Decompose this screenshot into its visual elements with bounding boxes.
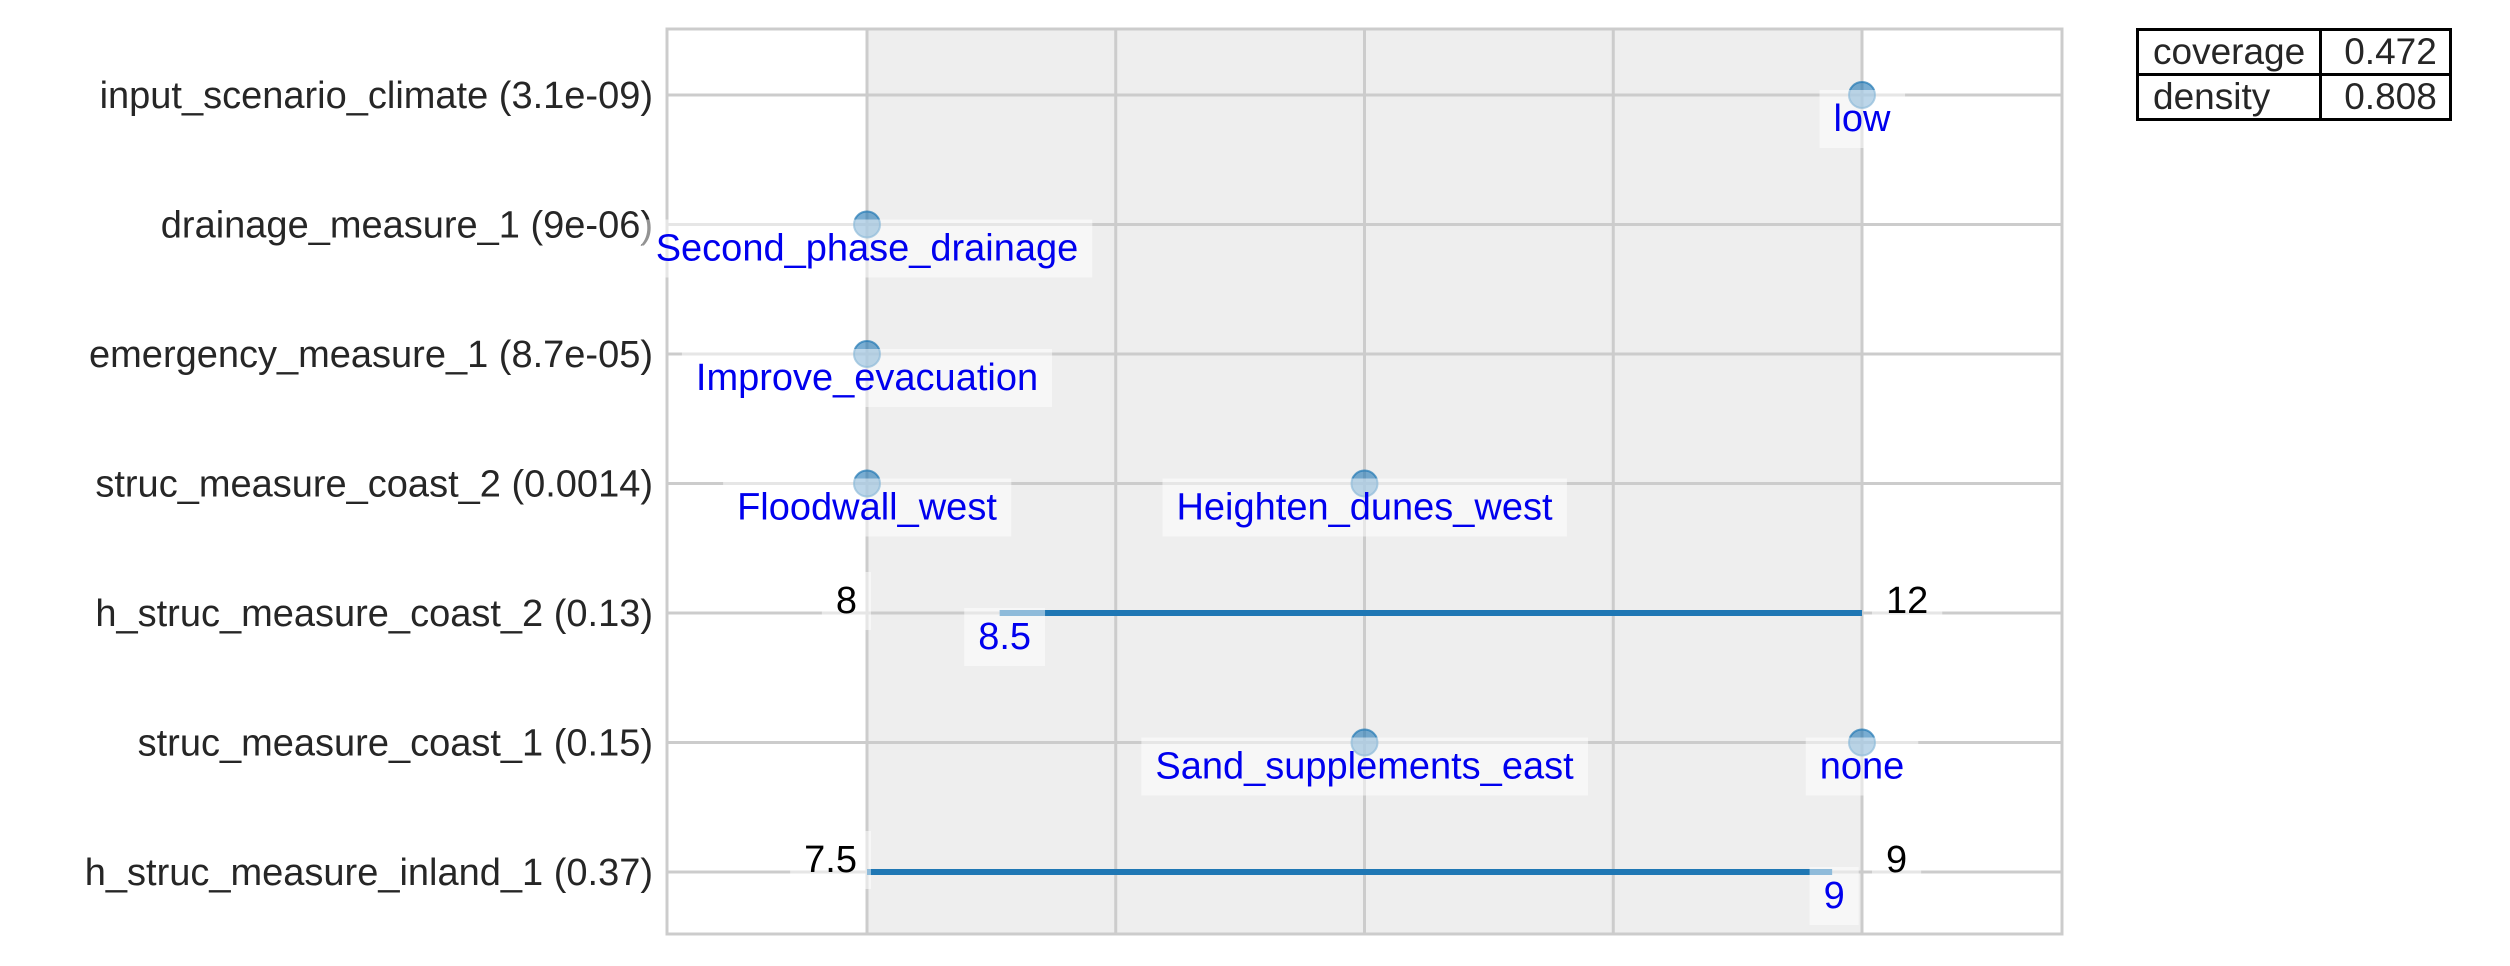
point-label-background <box>681 349 1053 407</box>
row-h-struc-measure-inland-1-0-37: h_struc_measure_inland_1 (0.37) 7.5 99 <box>85 831 1922 925</box>
range-min-label-background <box>790 831 871 889</box>
range-max-label-background <box>1872 831 1922 889</box>
range-min-label: 7.5 <box>804 839 857 881</box>
chart-rows: input_scenario_climate (3.1e-09) low drain… <box>85 75 1943 925</box>
point-label: Second_phase_drainage <box>656 228 1079 270</box>
range-max-label: 12 <box>1886 580 1928 622</box>
point-label: Floodwall_west <box>737 487 997 529</box>
stats-table: coverage 0.472 density 0.808 <box>2135 28 2452 121</box>
point-label-background <box>641 219 1093 278</box>
stats-value-coverage: 0.472 <box>2319 28 2452 76</box>
stats-label-coverage: coverage <box>2135 28 2323 76</box>
point-label-background <box>1805 737 1919 796</box>
stats-row-coverage: coverage 0.472 <box>2135 28 2452 76</box>
plot-frame <box>665 27 2064 936</box>
y-axis-label: drainage_measure_1 (9e-06) <box>161 205 653 247</box>
point-label-background <box>723 478 1012 537</box>
range-min-label: 8 <box>836 580 857 622</box>
stats-row-density: density 0.808 <box>2135 73 2452 121</box>
row-struc-measure-coast-1-0-15: struc_measure_coast_1 (0.15) Sand_supplem… <box>138 723 1919 796</box>
y-axis-label: struc_measure_coast_1 (0.15) <box>138 723 653 765</box>
point-label-background <box>1162 478 1567 537</box>
y-axis-label: h_struc_measure_inland_1 (0.37) <box>85 852 653 894</box>
point-label-background <box>1819 90 1906 148</box>
y-axis-label: struc_measure_coast_2 (0.0014) <box>95 464 653 506</box>
y-axis-label: input_scenario_climate (3.1e-09) <box>100 75 653 117</box>
row-input-scenario-climate-3-1e-09: input_scenario_climate (3.1e-09) low <box>100 75 1906 148</box>
stats-label-density: density <box>2135 73 2323 121</box>
point-label: none <box>1820 746 1905 788</box>
box-high-label-background <box>1809 867 1859 925</box>
box-high-label: 9 <box>1824 875 1845 917</box>
point-label: Heighten_dunes_west <box>1176 487 1552 529</box>
range-max-label-background <box>1872 572 1943 630</box>
row-struc-measure-coast-2-0-0014: struc_measure_coast_2 (0.0014) Floodwall_… <box>95 464 1567 537</box>
box-low-label: 8.5 <box>978 616 1031 658</box>
stats-value-density: 0.808 <box>2319 73 2452 121</box>
point-label: Improve_evacuation <box>696 357 1038 399</box>
range-min-label-background <box>821 572 871 630</box>
row-h-struc-measure-coast-2-0-13: h_struc_measure_coast_2 (0.13) 8 12 8.5 <box>95 572 1943 666</box>
y-axis-label: emergency_measure_1 (8.7e-05) <box>89 334 653 376</box>
y-axis-label: h_struc_measure_coast_2 (0.13) <box>95 593 653 635</box>
point-label: low <box>1833 98 1891 140</box>
range-max-label: 9 <box>1886 839 1907 881</box>
row-emergency-measure-1-8-7e-05: emergency_measure_1 (8.7e-05) Improve_eva… <box>89 334 1053 407</box>
point-label: Sand_supplements_east <box>1155 746 1574 788</box>
point-label-background <box>1141 737 1589 796</box>
box-low-label-background <box>964 608 1046 666</box>
row-drainage-measure-1-9e-06: drainage_measure_1 (9e-06)Second_phase_d… <box>161 205 1093 278</box>
